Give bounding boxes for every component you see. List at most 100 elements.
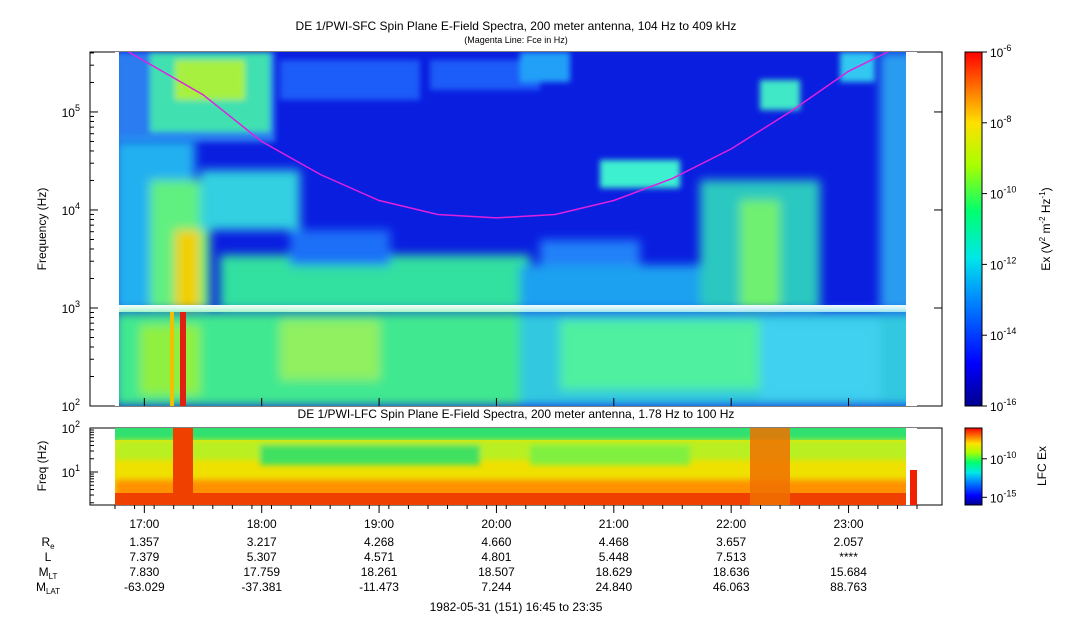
ephemeris-value: 4.571 xyxy=(364,550,394,564)
lower-colorbar-tick-label: 10-15 xyxy=(990,488,1016,505)
top-colorbar-tick-label-base: 10 xyxy=(990,400,1004,414)
top-y-tick-label-exp: 3 xyxy=(75,299,80,309)
ephemeris-value: 24.840 xyxy=(595,580,632,594)
top-colorbar-tick-label-base: 10 xyxy=(990,117,1004,131)
ephemeris-value: -11.473 xyxy=(359,580,399,594)
ephemeris-row-label: Re xyxy=(41,535,55,551)
top-y-tick-label: 104 xyxy=(62,201,80,218)
ephemeris-value: 17.759 xyxy=(243,565,280,579)
ephemeris-value: 3.217 xyxy=(247,535,277,549)
ephemeris-value: 3.657 xyxy=(716,535,746,549)
lower-colorbar-tick-label-base: 10 xyxy=(990,491,1004,505)
ephemeris-value: 7.244 xyxy=(481,580,511,594)
ephemeris-value: 15.684 xyxy=(830,565,867,579)
lower-y-tick-label-base: 10 xyxy=(62,466,76,480)
top-colorbar-tick-label-base: 10 xyxy=(990,46,1004,60)
top-colorbar-tick-label-base: 10 xyxy=(990,258,1004,272)
time-tick-label: 19:00 xyxy=(364,517,394,531)
top-y-axis-label: Frequency (Hz) xyxy=(35,188,49,271)
ephemeris-label-main: M xyxy=(39,565,49,579)
ephemeris-value: 18.636 xyxy=(713,565,750,579)
time-tick-label: 20:00 xyxy=(481,517,511,531)
ephemeris-value: 4.801 xyxy=(481,550,511,564)
time-tick-label: 21:00 xyxy=(599,517,629,531)
top-colorbar-tick-label-exp: -12 xyxy=(1003,255,1016,265)
ephemeris-label-main: L xyxy=(45,550,52,564)
top-colorbar-tick-label-exp: -6 xyxy=(1003,43,1011,53)
ephemeris-row-label: MLAT xyxy=(36,580,60,596)
top-colorbar-tick-label: 10-6 xyxy=(990,43,1011,60)
ephemeris-value: 2.057 xyxy=(834,535,864,549)
top-colorbar-tick-label: 10-10 xyxy=(990,185,1016,202)
ephemeris-value: 7.513 xyxy=(716,550,746,564)
top-colorbar-label: Ex (V2 m-2 Hz-1) xyxy=(1038,187,1053,270)
ephemeris-value: **** xyxy=(839,550,858,564)
ephemeris-value: 4.660 xyxy=(481,535,511,549)
top-colorbar-tick-label-base: 10 xyxy=(990,188,1004,202)
top-y-tick-label-base: 10 xyxy=(62,106,76,120)
ephemeris-row-label: L xyxy=(45,550,52,564)
top-y-tick-label-exp: 2 xyxy=(75,397,80,407)
time-axis: 17:00 18:00 19:00 20:00 21:00 22:00 23:00 xyxy=(114,398,918,531)
top-colorbar-tick-label: 10-8 xyxy=(990,114,1011,131)
top-colorbar-tick-label: 10-12 xyxy=(990,255,1016,272)
top-colorbar-tick-label: 10-16 xyxy=(990,397,1016,414)
ephemeris-label-main: M xyxy=(36,580,46,594)
top-colorbar-tick-label-exp: -14 xyxy=(1003,326,1016,336)
time-tick-label: 17:00 xyxy=(129,517,159,531)
top-colorbar-tick-label: 10-14 xyxy=(990,326,1016,343)
top-spectrogram-image xyxy=(115,52,917,406)
top-colorbar xyxy=(964,51,983,407)
top-colorbar-tick-label-exp: -16 xyxy=(1003,397,1016,407)
lower-y-tick-label: 102 xyxy=(62,419,80,436)
lower-colorbar-tick-label-exp: -10 xyxy=(1003,450,1016,460)
ephemeris-value: 5.307 xyxy=(247,550,277,564)
lower-y-axis-label: Freq (Hz) xyxy=(35,441,49,492)
ephemeris-value: 7.379 xyxy=(129,550,159,564)
top-panel-title: DE 1/PWI-SFC Spin Plane E-Field Spectra,… xyxy=(296,19,737,33)
time-tick-label: 18:00 xyxy=(247,517,277,531)
ephemeris-value: -37.381 xyxy=(241,580,282,594)
lower-colorbar-tick-label: 10-10 xyxy=(990,450,1016,467)
time-range-caption: 1982-05-31 (151) 16:45 to 23:35 xyxy=(430,600,603,614)
ephemeris-label-sub: e xyxy=(50,542,55,551)
top-y-tick-label-base: 10 xyxy=(62,400,76,414)
ephemeris-value: 1.357 xyxy=(129,535,159,549)
lower-colorbar-tick-label-base: 10 xyxy=(990,453,1004,467)
ephemeris-value: 7.830 xyxy=(129,565,159,579)
top-colorbar-tick-label-exp: -8 xyxy=(1003,114,1011,124)
ephemeris-label-sub: LT xyxy=(49,572,58,581)
ephemeris-value: 18.261 xyxy=(361,565,398,579)
top-y-tick-label-base: 10 xyxy=(62,204,76,218)
lower-colorbar-label: LFC Ex xyxy=(1035,446,1049,486)
lower-y-tick-label-exp: 2 xyxy=(75,419,80,429)
top-y-tick-label: 105 xyxy=(62,103,80,120)
lower-colorbar-tick-label-exp: -15 xyxy=(1003,488,1016,498)
lower-panel-title: DE 1/PWI-LFC Spin Plane E-Field Spectra,… xyxy=(298,407,735,421)
time-tick-label: 23:00 xyxy=(834,517,864,531)
ephemeris-label-main: R xyxy=(41,535,50,549)
ephemeris-value: 4.268 xyxy=(364,535,394,549)
lower-colorbar xyxy=(964,427,983,506)
top-y-tick-label-exp: 5 xyxy=(75,103,80,113)
top-y-tick-label-base: 10 xyxy=(62,302,76,316)
lower-y-tick-label-exp: 1 xyxy=(75,463,80,473)
ephemeris-row-label: MLT xyxy=(39,565,58,581)
ephemeris-table: Re 1.357 3.217 4.268 4.660 4.468 3.657 2.057 L 7.… xyxy=(36,535,867,596)
top-y-tick-label-exp: 4 xyxy=(75,201,80,211)
top-y-tick-label: 103 xyxy=(62,299,80,316)
ephemeris-value: 5.448 xyxy=(599,550,629,564)
top-colorbar-tick-label-exp: -10 xyxy=(1003,185,1016,195)
lower-y-tick-label-base: 10 xyxy=(62,422,76,436)
ephemeris-label-sub: LAT xyxy=(46,587,60,596)
ephemeris-value: 88.763 xyxy=(830,580,867,594)
ephemeris-value: 18.507 xyxy=(478,565,515,579)
top-panel-subtitle: (Magenta Line: Fce in Hz) xyxy=(464,35,568,45)
ephemeris-value: -63.029 xyxy=(124,580,165,594)
ephemeris-value: 4.468 xyxy=(599,535,629,549)
